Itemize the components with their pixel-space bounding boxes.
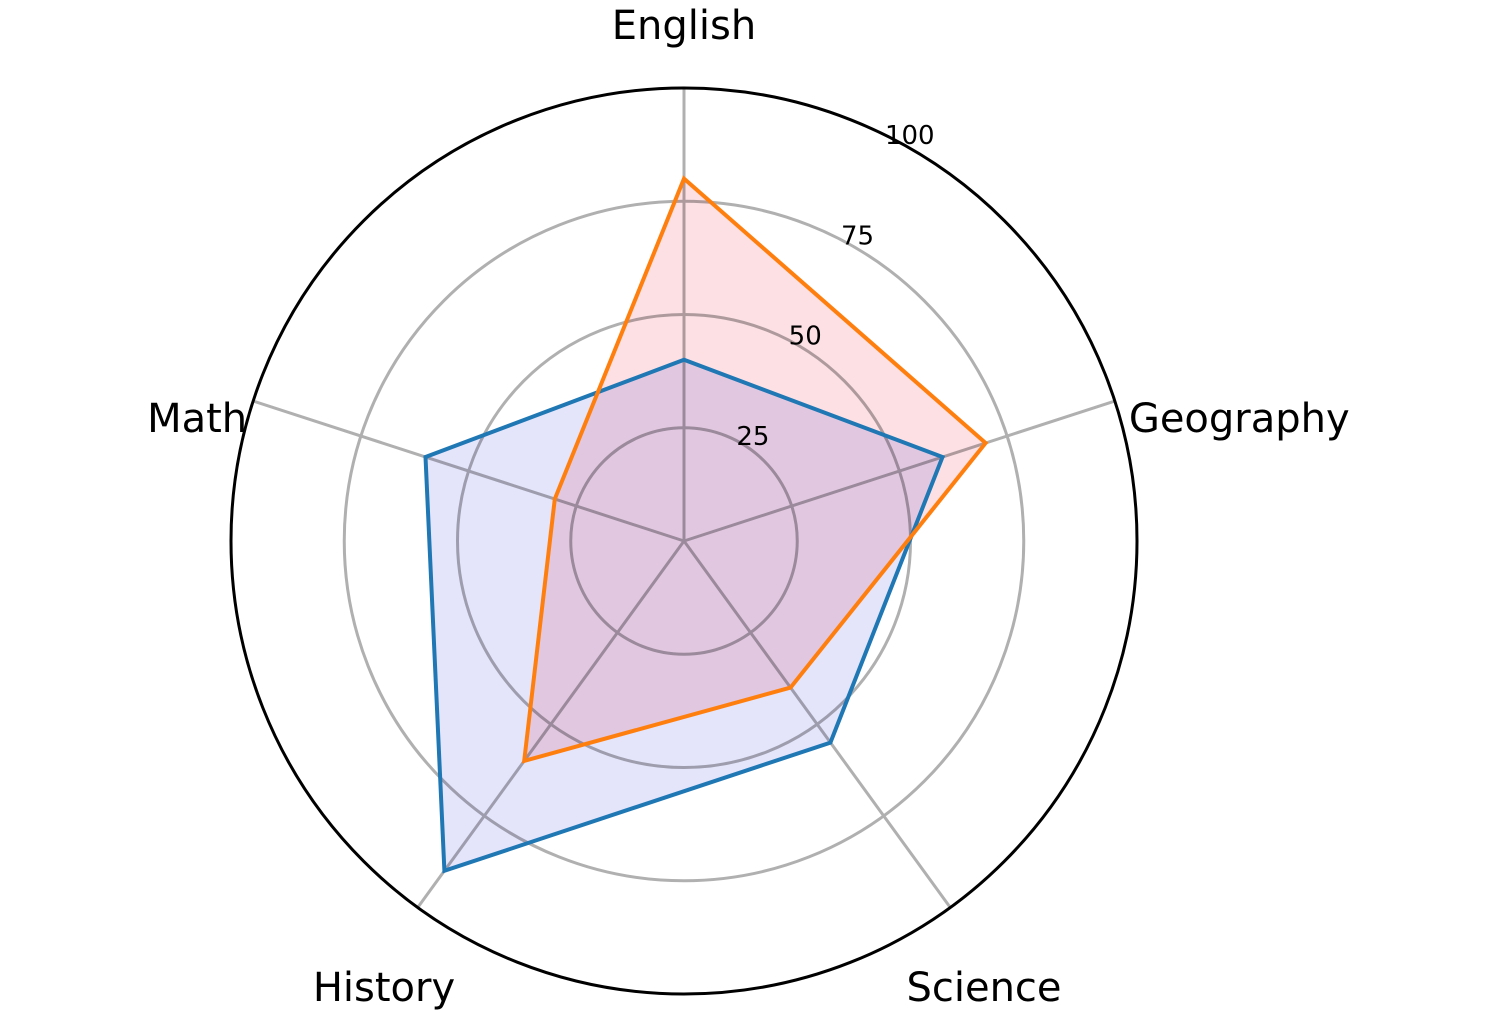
category-label-science: Science (906, 965, 1061, 1010)
series-layer (423, 175, 989, 874)
category-label-geography: Geography (1129, 396, 1350, 442)
series-2-line (521, 175, 989, 764)
series-1-line (423, 357, 946, 874)
polar-frame (229, 86, 1139, 996)
r-tick-label-50: 50 (789, 322, 822, 352)
category-label-math: Math (147, 396, 247, 442)
r-tick-label-25: 25 (736, 422, 769, 452)
tick-label-layer: 25 50 75 100 (736, 121, 934, 452)
frame-layer (229, 86, 1139, 996)
category-label-history: History (313, 965, 455, 1010)
r-tick-label-75: 75 (841, 221, 874, 251)
r-tick-label-100: 100 (885, 121, 935, 151)
series-2-area (524, 178, 986, 761)
category-label-english: English (612, 3, 756, 49)
category-label-layer: English Geography Science History Math (147, 3, 1350, 1010)
